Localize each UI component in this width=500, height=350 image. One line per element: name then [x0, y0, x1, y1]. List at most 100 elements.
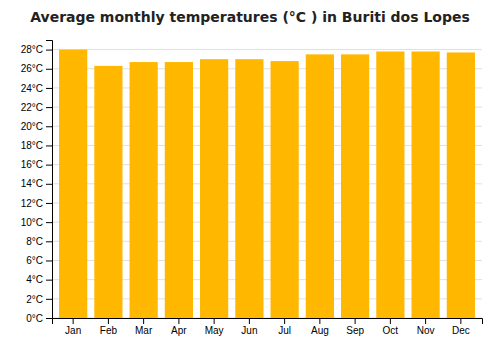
x-tick: Jun	[241, 318, 257, 336]
bar	[165, 62, 193, 318]
x-tick-label: Feb	[100, 325, 118, 336]
x-tick: Aug	[311, 318, 329, 336]
chart: 0°C 2°C 4°C 6°C 8°C 10°C 12°C 14°C 16°C 18°C 20°C 2…	[0, 0, 500, 350]
y-tick-mark	[46, 126, 52, 127]
bar	[59, 50, 87, 318]
y-tick: 10°C	[21, 217, 52, 228]
grid	[52, 50, 482, 318]
y-tick: 8°C	[26, 236, 52, 247]
x-tick: Mar	[135, 318, 153, 336]
x-tick-mark	[355, 318, 356, 324]
x-tick-label: Sep	[346, 325, 364, 336]
y-tick: 0°C	[26, 313, 52, 324]
y-tick-label: 28°C	[21, 44, 43, 55]
y-tick: 12°C	[21, 198, 52, 209]
y-tick-mark	[46, 299, 52, 300]
y-tick: 4°C	[26, 274, 52, 285]
x-tick-mark	[249, 318, 250, 324]
y-tick-mark	[46, 88, 52, 89]
y-tick-label: 16°C	[21, 159, 43, 170]
y-tick: 16°C	[21, 159, 52, 170]
x-tick-label: Mar	[135, 325, 153, 336]
bar	[130, 62, 158, 318]
y-tick-mark	[46, 107, 52, 108]
y-tick: 26°C	[21, 63, 52, 74]
x-tick: Sep	[346, 318, 364, 336]
bar	[271, 61, 299, 318]
x-tick-label: Oct	[383, 325, 399, 336]
y-tick: 28°C	[21, 44, 52, 55]
grid-line	[52, 49, 482, 50]
x-tick-label: Aug	[311, 325, 329, 336]
x-tick: May	[205, 318, 224, 336]
x-tick-mark	[319, 318, 320, 324]
x-tick-label: Apr	[171, 325, 187, 336]
y-tick-mark	[46, 69, 52, 70]
bar	[447, 52, 475, 318]
y-tick-label: 8°C	[26, 236, 43, 247]
y-tick-mark	[46, 203, 52, 204]
y-tick: 14°C	[21, 178, 52, 189]
y-tick-label: 4°C	[26, 274, 43, 285]
plot: 0°C 2°C 4°C 6°C 8°C 10°C 12°C 14°C 16°C 18°C 20°C 2…	[21, 41, 483, 337]
x-tick: Oct	[383, 318, 399, 336]
bar	[200, 59, 228, 318]
x-tick: Nov	[417, 318, 435, 336]
bar	[94, 66, 122, 318]
x-tick-mark	[460, 318, 461, 324]
y-tick-mark	[46, 165, 52, 166]
bar	[341, 54, 369, 318]
y-tick-mark	[46, 280, 52, 281]
x-axis: Jan Feb Mar Apr May Jun Jul Aug Sep Oct Nov Dec	[53, 318, 483, 336]
x-tick: Jul	[278, 318, 291, 336]
y-tick-label: 26°C	[21, 63, 43, 74]
x-tick-label: Dec	[452, 325, 470, 336]
x-axis-line	[53, 319, 483, 325]
x-tick-mark	[143, 318, 144, 324]
y-tick-label: 20°C	[21, 121, 43, 132]
bar	[376, 52, 404, 318]
y-tick: 2°C	[26, 294, 52, 305]
y-tick-mark	[46, 260, 52, 261]
y-tick-label: 22°C	[21, 102, 43, 113]
y-tick-mark	[46, 50, 52, 51]
y-tick: 6°C	[26, 255, 52, 266]
y-tick-label: 12°C	[21, 198, 43, 209]
x-tick-mark	[390, 318, 391, 324]
y-tick-label: 18°C	[21, 140, 43, 151]
x-tick-label: Jan	[65, 325, 81, 336]
x-tick-label: Nov	[417, 325, 435, 336]
y-tick: 22°C	[21, 102, 52, 113]
y-tick-label: 14°C	[21, 178, 43, 189]
x-tick: Dec	[452, 318, 470, 336]
y-tick-mark	[46, 145, 52, 146]
y-tick-label: 24°C	[21, 83, 43, 94]
x-tick-mark	[73, 318, 74, 324]
bar	[412, 52, 440, 318]
x-tick-label: May	[205, 325, 224, 336]
title: Average monthly temperatures (°C ) in Bu…	[30, 9, 470, 25]
bar	[306, 54, 334, 318]
y-tick-label: 2°C	[26, 294, 43, 305]
y-tick: 24°C	[21, 83, 52, 94]
x-tick-mark	[108, 318, 109, 324]
x-tick: Apr	[171, 318, 187, 336]
y-tick-label: 0°C	[26, 313, 43, 324]
y-tick-mark	[46, 241, 52, 242]
x-tick-mark	[425, 318, 426, 324]
x-tick-mark	[284, 318, 285, 324]
y-tick-label: 10°C	[21, 217, 43, 228]
x-tick-label: Jun	[241, 325, 257, 336]
x-tick-mark	[178, 318, 179, 324]
y-tick-label: 6°C	[26, 255, 43, 266]
bar	[235, 59, 263, 318]
y-tick-mark	[46, 222, 52, 223]
bars	[59, 50, 475, 318]
y-axis-line	[46, 41, 53, 319]
y-axis: 0°C 2°C 4°C 6°C 8°C 10°C 12°C 14°C 16°C 18°C 20°C 2…	[21, 41, 53, 324]
x-tick: Jan	[65, 318, 81, 336]
x-tick: Feb	[100, 318, 118, 336]
y-tick: 18°C	[21, 140, 52, 151]
y-tick: 20°C	[21, 121, 52, 132]
y-tick-mark	[46, 318, 52, 319]
